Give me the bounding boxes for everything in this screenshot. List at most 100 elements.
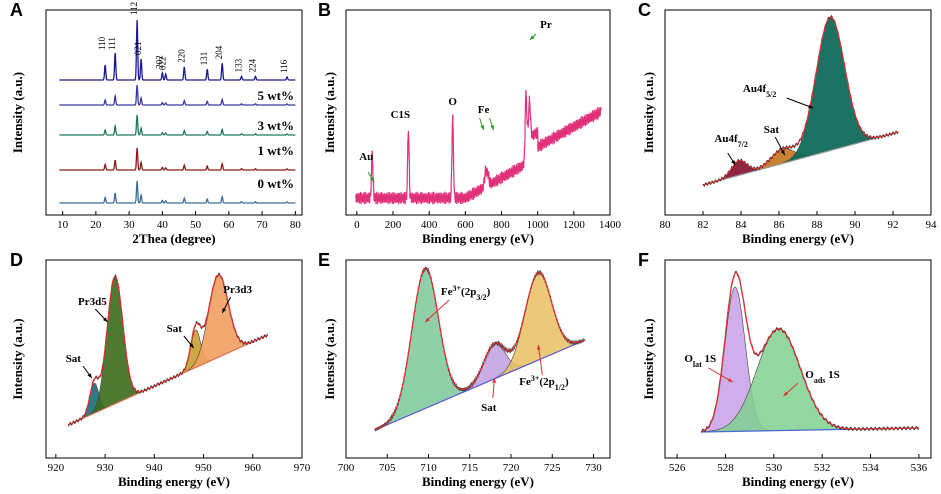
component-label-part: 3+ bbox=[452, 284, 461, 293]
component-label-part: 1S bbox=[825, 369, 839, 381]
component-label-part: 1/2 bbox=[555, 383, 565, 392]
component-label-part: O bbox=[684, 353, 693, 365]
label-arrow-head bbox=[780, 150, 785, 155]
label-arrow bbox=[786, 97, 814, 109]
panel-letter-C: C bbox=[638, 0, 651, 20]
component-label-part: 3+ bbox=[531, 374, 540, 383]
wt-label: 0 wt% bbox=[258, 176, 294, 191]
xrd-series-line bbox=[59, 114, 296, 136]
x-tick-label: 84 bbox=[736, 219, 748, 231]
x-tick-label: 50 bbox=[190, 219, 202, 231]
xrd-series-line bbox=[59, 19, 296, 81]
plot-frame bbox=[45, 259, 303, 459]
x-axis-label: Binding energy (eV) bbox=[742, 231, 854, 246]
survey-arrow-head bbox=[480, 125, 484, 130]
x-tick-label: 30 bbox=[124, 219, 136, 231]
x-tick-label: 920 bbox=[48, 462, 65, 474]
survey-label: Au bbox=[359, 151, 373, 163]
x-axis-label: Binding energy (eV) bbox=[118, 474, 230, 489]
component-label-part: Fe bbox=[519, 376, 531, 388]
component-label-part: (2p bbox=[461, 286, 476, 298]
panel-B: B 0 200 400 600 800 1000 1200 1400 Binding energy… bbox=[318, 0, 622, 246]
survey-label: Fe bbox=[478, 104, 490, 116]
label-arrow-head bbox=[492, 378, 497, 383]
component-label: Fe3+(2p1/2) bbox=[519, 374, 569, 392]
x-tick-label: 80 bbox=[290, 219, 302, 231]
x-tick-label: 60 bbox=[223, 219, 235, 231]
label-arrow-head bbox=[425, 317, 430, 322]
survey-arrow-head bbox=[370, 177, 375, 182]
panel-letter-D: D bbox=[10, 250, 23, 270]
panel-C: C 80 82 84 86 88 90 92 94 Binding energy (eV) Inte… bbox=[638, 0, 937, 246]
label-arrow-head bbox=[808, 104, 814, 109]
x-tick-label: 1400 bbox=[599, 219, 622, 231]
survey-label: Pr bbox=[540, 19, 552, 31]
y-axis-label: Intensity (a.u.) bbox=[322, 72, 337, 153]
label-arrow-head bbox=[731, 160, 736, 165]
x-tick-label: 86 bbox=[774, 219, 786, 231]
survey-label: O bbox=[448, 96, 457, 108]
x-tick-label: 400 bbox=[421, 219, 438, 231]
label-arrow-head bbox=[783, 391, 789, 396]
component-label: Oads 1S bbox=[805, 369, 840, 385]
plot-frame bbox=[664, 259, 932, 459]
x-tick-label: 90 bbox=[850, 219, 862, 231]
component-label-part: ) bbox=[487, 286, 491, 298]
panel-letter-E: E bbox=[318, 250, 330, 270]
y-axis-label: Intensity (a.u.) bbox=[641, 318, 656, 399]
x-tick-label: 94 bbox=[926, 219, 938, 231]
peak-hkl-label: 116 bbox=[279, 59, 289, 73]
x-tick-label: 800 bbox=[493, 219, 510, 231]
x-tick-label: 950 bbox=[195, 462, 212, 474]
y-axis-label: Intensity (a.u.) bbox=[322, 318, 337, 399]
x-axis-label: Binding energy (eV) bbox=[422, 231, 534, 246]
xrd-series-line bbox=[59, 84, 296, 106]
envelope-line bbox=[374, 267, 585, 431]
component-label-part: 1S bbox=[702, 353, 716, 365]
background-line bbox=[374, 339, 586, 431]
component-label-part: Fe bbox=[441, 286, 453, 298]
x-tick-label: 1200 bbox=[563, 219, 586, 231]
x-tick-label: 82 bbox=[698, 219, 709, 231]
component-label-part: O bbox=[805, 369, 814, 381]
x-tick-label: 720 bbox=[503, 462, 520, 474]
x-tick-label: 700 bbox=[338, 462, 355, 474]
x-tick-label: 80 bbox=[660, 219, 672, 231]
component-label: Fe3+(2p3/2) bbox=[441, 284, 491, 302]
panel-letter-F: F bbox=[638, 250, 649, 270]
label-arrow bbox=[708, 367, 733, 383]
panel-E: E 700 705 710 715 720 725 730 Binding energy (eV… bbox=[318, 250, 611, 489]
plot-frame bbox=[45, 9, 303, 216]
component-label: Au4f5/2 bbox=[743, 83, 776, 99]
x-tick-label: 530 bbox=[766, 462, 783, 474]
component-label: Sat bbox=[764, 124, 780, 136]
panel-F: F 526 528 530 532 534 536 Binding energy (eV) In… bbox=[638, 250, 932, 489]
peak-hkl-label: 220 bbox=[176, 49, 186, 63]
component-label: Olat 1S bbox=[684, 353, 716, 369]
peak-components bbox=[701, 286, 919, 433]
x-tick-label: 710 bbox=[420, 462, 437, 474]
x-tick-label: 730 bbox=[585, 462, 602, 474]
x-tick-label: 528 bbox=[717, 462, 734, 474]
component-label: Sat bbox=[167, 323, 183, 335]
x-tick-label: 715 bbox=[462, 462, 479, 474]
component-label-part: Au4f bbox=[743, 83, 767, 95]
component-label: Au4f7/2 bbox=[714, 133, 747, 149]
wt-label: 5 wt% bbox=[258, 88, 294, 103]
wt-label: 1 wt% bbox=[258, 143, 294, 158]
xrd-series-line bbox=[59, 147, 296, 171]
x-tick-label: 92 bbox=[888, 219, 899, 231]
x-tick-label: 88 bbox=[812, 219, 824, 231]
component-label-part: lat bbox=[693, 360, 702, 369]
panel-letter-A: A bbox=[10, 0, 23, 20]
peak-hkl-label: 112 bbox=[129, 2, 139, 15]
x-tick-label: 930 bbox=[97, 462, 114, 474]
survey-arrow-head bbox=[529, 35, 535, 40]
component-label: Pr3d5 bbox=[78, 296, 107, 308]
peak-hkl-label: 021 bbox=[133, 42, 143, 56]
x-tick-label: 200 bbox=[385, 219, 402, 231]
x-axis-label: Binding energy (eV) bbox=[422, 474, 534, 489]
panel-A: A 10 20 30 40 50 60 70 80 2Thea (degree) Intensity… bbox=[10, 0, 303, 246]
x-tick-label: 10 bbox=[57, 219, 69, 231]
wt-label: 3 wt% bbox=[258, 118, 294, 133]
